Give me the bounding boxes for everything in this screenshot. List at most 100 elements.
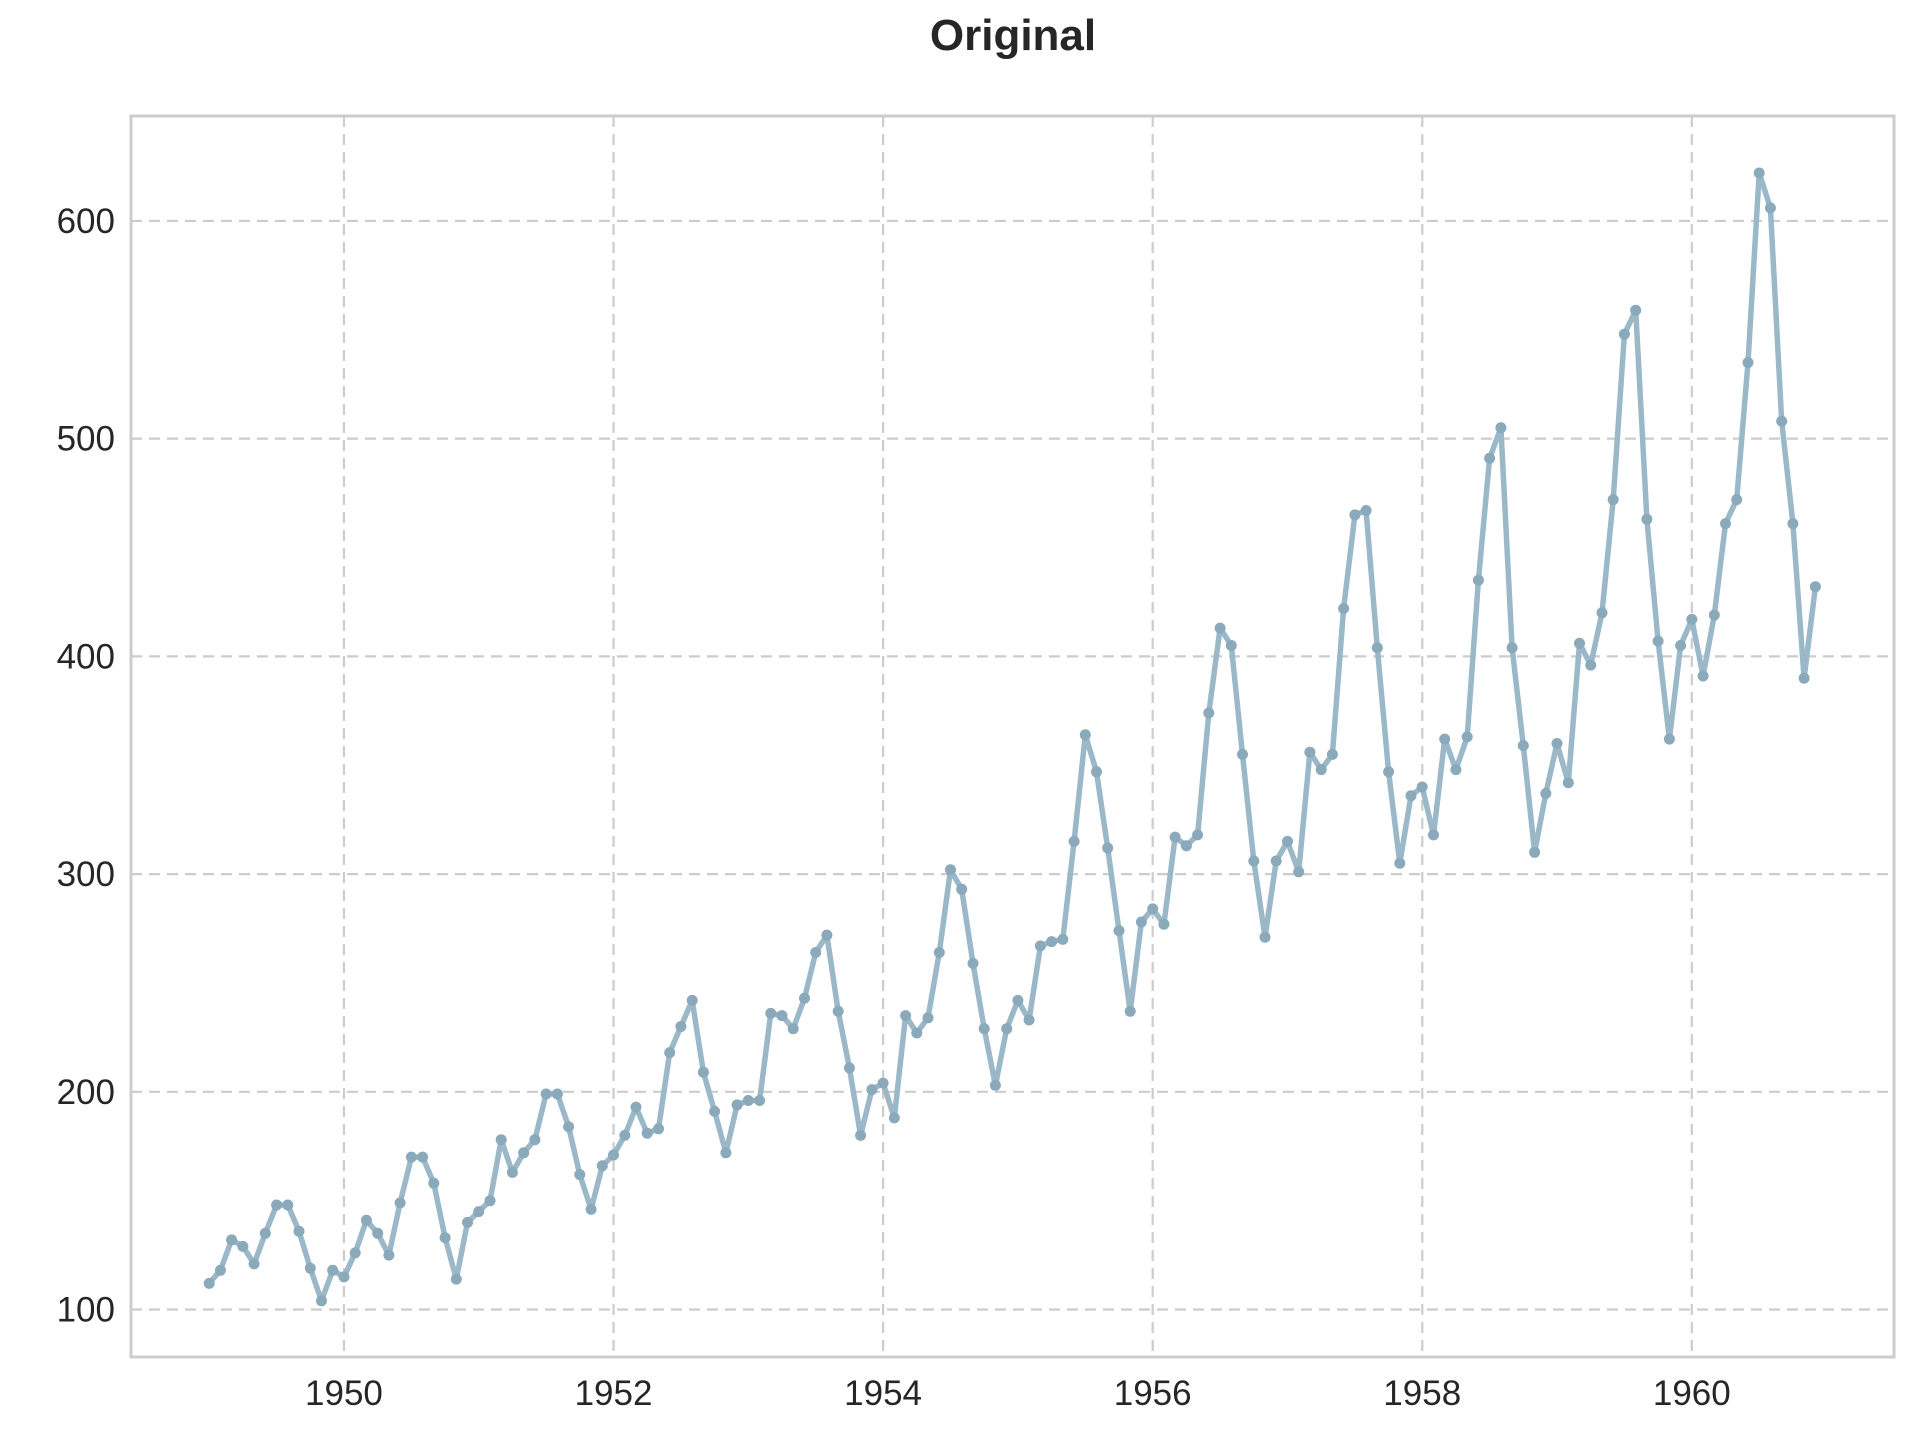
data-point (372, 1227, 384, 1239)
data-point (653, 1123, 664, 1135)
data-point (664, 1047, 676, 1059)
data-point (1304, 746, 1316, 758)
data-point (1192, 829, 1204, 841)
data-point (1124, 1005, 1136, 1017)
data-point (1461, 731, 1473, 743)
data-point (1472, 574, 1484, 586)
data-point (1607, 494, 1619, 506)
data-point (1562, 777, 1574, 789)
data-point (1641, 513, 1653, 525)
data-point (1237, 748, 1248, 760)
data-point (1787, 518, 1799, 530)
data-point (1529, 846, 1541, 858)
data-point (945, 864, 956, 876)
data-point (787, 1023, 799, 1035)
data-point (1259, 931, 1271, 943)
data-point (866, 1084, 878, 1096)
data-point (1764, 202, 1776, 214)
data-point (1416, 781, 1428, 793)
data-point (720, 1147, 732, 1159)
series-line-layer (206, 170, 1819, 1304)
data-point (765, 1007, 777, 1019)
data-point (1798, 672, 1810, 684)
data-point (1484, 452, 1496, 464)
data-point (203, 1277, 215, 1289)
data-point (933, 947, 945, 958)
data-point (1147, 903, 1159, 915)
data-point (495, 1134, 507, 1146)
data-point (1495, 422, 1507, 434)
data-point (686, 994, 698, 1006)
data-point (462, 1216, 473, 1228)
data-point (619, 1129, 631, 1141)
data-point (540, 1088, 552, 1100)
x-tick-label: 1960 (1653, 1374, 1731, 1413)
data-point (1180, 840, 1192, 852)
data-point (1428, 829, 1439, 841)
data-point (360, 1214, 372, 1226)
data-point (450, 1273, 462, 1285)
data-point (1731, 494, 1743, 506)
data-point (596, 1160, 608, 1172)
data-point (1315, 764, 1327, 776)
data-point (1046, 936, 1058, 948)
data-point (877, 1077, 889, 1089)
data-point (1248, 855, 1260, 867)
data-point (551, 1088, 563, 1100)
data-point (1282, 835, 1293, 847)
grid-lines (131, 116, 1894, 1357)
data-point (417, 1151, 429, 1163)
x-tick-label: 1956 (1114, 1374, 1192, 1413)
data-point (1079, 729, 1091, 741)
data-point (989, 1079, 1001, 1091)
data-point (1506, 642, 1518, 654)
data-point (1214, 622, 1226, 634)
data-point (1540, 788, 1552, 799)
data-point (1383, 766, 1395, 778)
y-tick-label: 200 (57, 1073, 115, 1112)
data-point (1663, 733, 1675, 745)
data-point (316, 1295, 327, 1307)
x-axis-tick-labels: 1950 1952 1954 1956 1958 1960 (305, 1374, 1731, 1413)
data-point (855, 1129, 867, 1141)
data-point (1630, 304, 1642, 316)
data-point (641, 1127, 653, 1139)
data-point (821, 929, 833, 941)
data-point (1102, 842, 1114, 854)
x-tick-label: 1952 (575, 1374, 653, 1413)
data-point (484, 1195, 496, 1207)
y-tick-label: 100 (57, 1291, 115, 1330)
data-point (1001, 1023, 1013, 1035)
data-point (1225, 640, 1237, 651)
data-point (529, 1134, 541, 1146)
data-point (1360, 505, 1372, 516)
data-point (439, 1232, 451, 1244)
data-point (1023, 1014, 1035, 1026)
plot-frame (129, 114, 1896, 1359)
data-point (574, 1169, 586, 1181)
x-tick-label: 1954 (844, 1374, 922, 1413)
data-point (1169, 831, 1181, 843)
data-point (518, 1147, 530, 1159)
data-points (203, 167, 1821, 1307)
series-line (206, 170, 1819, 1304)
data-point (226, 1234, 238, 1246)
data-point (1596, 607, 1608, 619)
y-tick-label: 600 (57, 202, 115, 241)
data-point (349, 1247, 361, 1259)
data-point (271, 1199, 283, 1211)
data-point (1326, 748, 1338, 760)
data-point (304, 1262, 316, 1274)
data-point (922, 1012, 934, 1024)
data-point (1697, 670, 1709, 682)
x-tick-label: 1958 (1383, 1374, 1461, 1413)
data-point (1113, 925, 1125, 937)
data-point (1618, 328, 1630, 340)
data-point (1158, 918, 1170, 930)
data-point (1091, 766, 1102, 778)
data-point (810, 947, 822, 958)
data-point (1371, 642, 1383, 654)
data-point (888, 1112, 900, 1124)
data-point (1394, 857, 1406, 869)
